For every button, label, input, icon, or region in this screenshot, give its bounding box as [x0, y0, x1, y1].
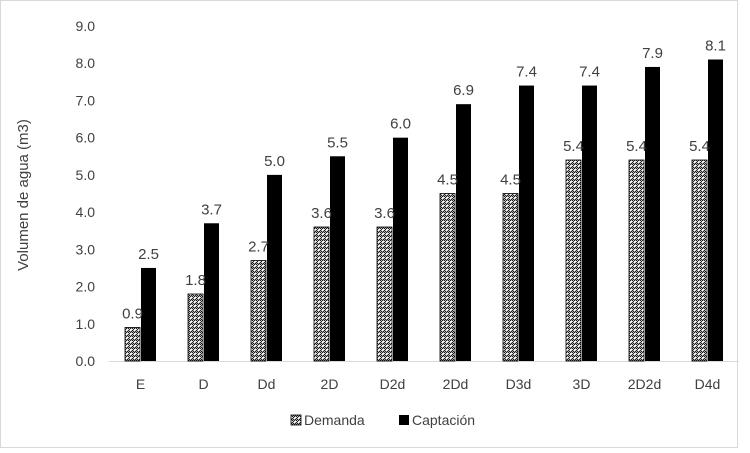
bar-captacion	[519, 85, 534, 362]
x-tick-label: 3D	[573, 376, 591, 392]
bar-captacion	[708, 59, 723, 361]
legend-label-demanda: Demanda	[304, 412, 365, 428]
bar-demanda	[376, 226, 393, 362]
y-tick-label: 6.0	[76, 130, 96, 146]
chart-svg: 0.0 1.0 2.0 3.0 4.0 5.0 6.0 7.0 8.0 9.0 0.9 2.5 1.8…	[15, 18, 739, 428]
y-tick-label: 1.0	[76, 316, 96, 332]
data-label-demanda: 5.4	[563, 138, 584, 155]
bar-demanda	[691, 159, 708, 362]
data-label-captacion: 7.4	[579, 64, 600, 81]
x-tick-label: D2d	[380, 376, 406, 392]
bar-demanda	[628, 159, 645, 362]
x-axis-ticks: E D Dd 2D D2d 2Dd D3d 3D 2D2d D4d	[136, 376, 721, 392]
data-label-demanda: 2.7	[248, 239, 269, 256]
data-label-captacion: 5.0	[264, 153, 285, 170]
data-label-captacion: 5.5	[327, 134, 348, 151]
y-tick-label: 5.0	[76, 167, 96, 183]
bar-demanda	[439, 193, 456, 362]
y-tick-label: 9.0	[76, 18, 96, 34]
x-tick-label: Dd	[258, 376, 276, 392]
bar-demanda	[187, 293, 204, 362]
data-label-demanda: 3.6	[311, 205, 332, 222]
bar-demanda	[313, 226, 330, 362]
bar-captacion	[204, 223, 219, 361]
data-label-demanda: 0.9	[122, 306, 143, 323]
legend-label-captacion: Captación	[412, 412, 475, 428]
bar-captacion	[582, 85, 597, 362]
x-tick-label: 2Dd	[443, 376, 469, 392]
y-tick-label: 4.0	[76, 204, 96, 220]
x-tick-label: 2D2d	[628, 376, 661, 392]
y-tick-label: 7.0	[76, 92, 96, 108]
data-label-captacion: 6.0	[390, 116, 411, 133]
y-tick-label: 2.0	[76, 279, 96, 295]
data-label-captacion: 3.7	[201, 201, 222, 218]
bar-captacion	[456, 104, 471, 362]
chart-frame: 0.0 1.0 2.0 3.0 4.0 5.0 6.0 7.0 8.0 9.0 0.9 2.5 1.8…	[0, 0, 739, 448]
y-tick-label: 8.0	[76, 55, 96, 71]
bar-captacion	[393, 137, 408, 361]
bar-demanda	[502, 193, 519, 362]
x-tick-label: E	[136, 376, 145, 392]
data-label-demanda: 1.8	[185, 272, 206, 289]
data-label-captacion: 2.5	[138, 246, 159, 263]
legend-swatch-captacion	[399, 415, 409, 425]
x-tick-label: D3d	[506, 376, 532, 392]
y-axis-ticks: 0.0 1.0 2.0 3.0 4.0 5.0 6.0 7.0 8.0 9.0	[76, 18, 96, 369]
x-tick-label: D	[198, 376, 208, 392]
bar-demanda	[565, 159, 582, 362]
data-label-demanda: 3.6	[374, 205, 395, 222]
bars	[124, 59, 723, 362]
y-axis-title: Volumen de agua (m3)	[15, 119, 32, 271]
legend: Demanda Captación	[290, 412, 475, 428]
bar-demanda	[124, 327, 141, 362]
legend-swatch-demanda	[290, 414, 302, 426]
bar-captacion	[330, 156, 345, 361]
y-tick-label: 3.0	[76, 241, 96, 257]
bar-demanda	[250, 260, 267, 362]
data-label-captacion: 8.1	[705, 38, 726, 55]
data-label-captacion: 7.9	[642, 45, 663, 62]
data-labels: 0.9 2.5 1.8 3.7 2.7 5.0 3.6 5.5 3.6 6.0 4.5 6.9 4.5 7…	[122, 38, 726, 323]
y-tick-label: 0.0	[76, 353, 96, 369]
x-tick-label: D4d	[695, 376, 721, 392]
bar-captacion	[141, 267, 156, 361]
data-label-demanda: 5.4	[689, 138, 710, 155]
bar-captacion	[645, 66, 660, 361]
data-label-demanda: 4.5	[437, 172, 458, 189]
data-label-demanda: 4.5	[500, 172, 521, 189]
data-label-demanda: 5.4	[626, 138, 647, 155]
data-label-captacion: 7.4	[516, 64, 537, 81]
x-tick-label: 2D	[321, 376, 339, 392]
bar-captacion	[267, 174, 282, 361]
data-label-captacion: 6.9	[453, 82, 474, 99]
